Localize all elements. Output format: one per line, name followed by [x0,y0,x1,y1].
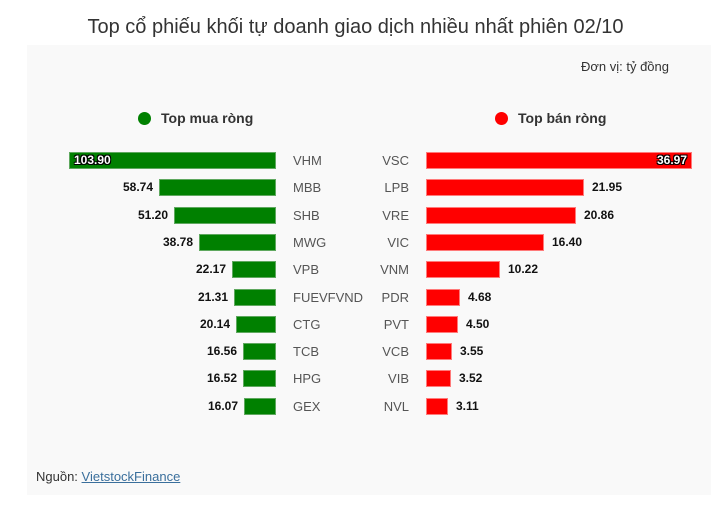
sell-ticker-label: LPB [384,180,409,195]
sell-value-label: 4.50 [466,317,490,331]
buy-row: 38.78 MWG [27,234,427,251]
sell-row: VCB 3.55 [27,343,711,360]
buy-row: 16.52 HPG [27,370,427,387]
buy-row: 16.56 TCB [27,343,427,360]
buy-ticker-label: MBB [293,180,322,195]
buy-ticker-label: HPG [293,371,322,386]
sell-row: PVT 4.50 [27,316,711,333]
sell-ticker-label: VRE [382,208,409,223]
buy-bar[interactable] [69,152,276,169]
sell-row: VNM 10.22 [27,261,711,278]
buy-ticker-label: MWG [293,235,327,250]
buy-bar[interactable] [159,179,276,196]
sell-bar[interactable] [426,261,500,278]
buy-ticker-label: VHM [293,153,322,168]
sell-bar[interactable] [426,370,451,387]
buy-ticker-label: VPB [293,262,320,277]
red-dot-icon [495,111,508,125]
sell-value-label: 4.68 [468,290,492,304]
buy-value-label: 38.78 [162,235,193,249]
sell-bar[interactable] [426,207,576,224]
sell-ticker-label: VIB [388,371,409,386]
sell-value-label: 20.86 [584,208,615,222]
sell-ticker-label: PVT [383,317,409,332]
sell-ticker-label: NVL [383,399,409,414]
sell-ticker-label: VNM [380,262,409,277]
sell-row: LPB 21.95 [27,179,711,196]
buy-row: 20.14 CTG [27,316,427,333]
buy-bar[interactable] [234,289,276,306]
buy-bar[interactable] [236,316,276,333]
buy-row: 103.90 VHM [27,152,427,169]
sell-bar[interactable] [426,398,448,415]
buy-ticker-label: GEX [293,399,321,414]
sell-value-label: 21.95 [592,180,623,194]
sell-bar[interactable] [426,179,584,196]
sell-value-label: 10.22 [508,262,539,276]
sell-row: VIB 3.52 [27,370,711,387]
buy-row: 22.17 VPB [27,261,427,278]
source-line: Nguồn: VietstockFinance [36,469,180,484]
buy-bar[interactable] [244,398,276,415]
buy-value-label: 103.90 [74,153,111,167]
sell-ticker-label: PDR [381,290,409,305]
buy-value-label: 22.17 [195,262,226,276]
buy-row: 21.31 FUEVFVND [27,289,427,306]
sell-bar[interactable] [426,343,452,360]
sell-value-label: 36.97 [656,153,687,167]
sell-ticker-label: VIC [387,235,409,250]
sell-row: NVL 3.11 [27,398,711,415]
buy-row: 51.20 SHB [27,207,427,224]
legend-buy: Top mua ròng [138,110,253,126]
sell-ticker-label: VCB [382,344,409,359]
buy-bar[interactable] [243,370,276,387]
sell-value-label: 3.52 [459,371,483,385]
sell-ticker-label: VSC [382,153,409,168]
buy-ticker-label: SHB [293,208,320,223]
sell-bar[interactable] [426,316,458,333]
buy-row: 16.07 GEX [27,398,427,415]
chart-panel: Đơn vị: tỷ đồng Top mua ròng Top bán ròn… [27,45,711,495]
buy-ticker-label: TCB [293,344,319,359]
source-link[interactable]: VietstockFinance [81,469,181,484]
legend-sell: Top bán ròng [495,110,606,126]
sell-bar[interactable] [426,289,460,306]
sell-value-label: 16.40 [552,235,583,249]
buy-bar[interactable] [232,261,276,278]
chart-title: Top cổ phiếu khối tự doanh giao dịch nhi… [87,16,624,38]
green-dot-icon [138,111,151,125]
buy-value-label: 51.20 [137,208,168,222]
buy-value-label: 21.31 [197,290,228,304]
sell-bar[interactable] [426,152,692,169]
unit-label: Đơn vị: tỷ đồng [580,59,669,74]
sell-value-label: 3.11 [456,399,479,413]
buy-ticker-label: FUEVFVND [293,290,364,305]
buy-row: 58.74 MBB [27,179,427,196]
buy-value-label: 16.52 [206,371,237,385]
buy-bar[interactable] [243,343,276,360]
buy-value-label: 20.14 [199,317,230,331]
source-prefix: Nguồn: [36,469,82,484]
buy-value-label: 58.74 [122,180,153,194]
sell-row: VIC 16.40 [27,234,711,251]
sell-row: VSC 36.97 [27,152,711,169]
sell-row: PDR 4.68 [27,289,711,306]
buy-value-label: 16.07 [207,399,238,413]
buy-bar[interactable] [199,234,276,251]
sell-value-label: 3.55 [460,344,484,358]
sell-row: VRE 20.86 [27,207,711,224]
buy-value-label: 16.56 [206,344,237,358]
buy-bar[interactable] [174,207,276,224]
legend-sell-label: Top bán ròng [518,110,607,126]
sell-bar[interactable] [426,234,544,251]
legend-buy-label: Top mua ròng [161,110,254,126]
buy-ticker-label: CTG [293,317,321,332]
